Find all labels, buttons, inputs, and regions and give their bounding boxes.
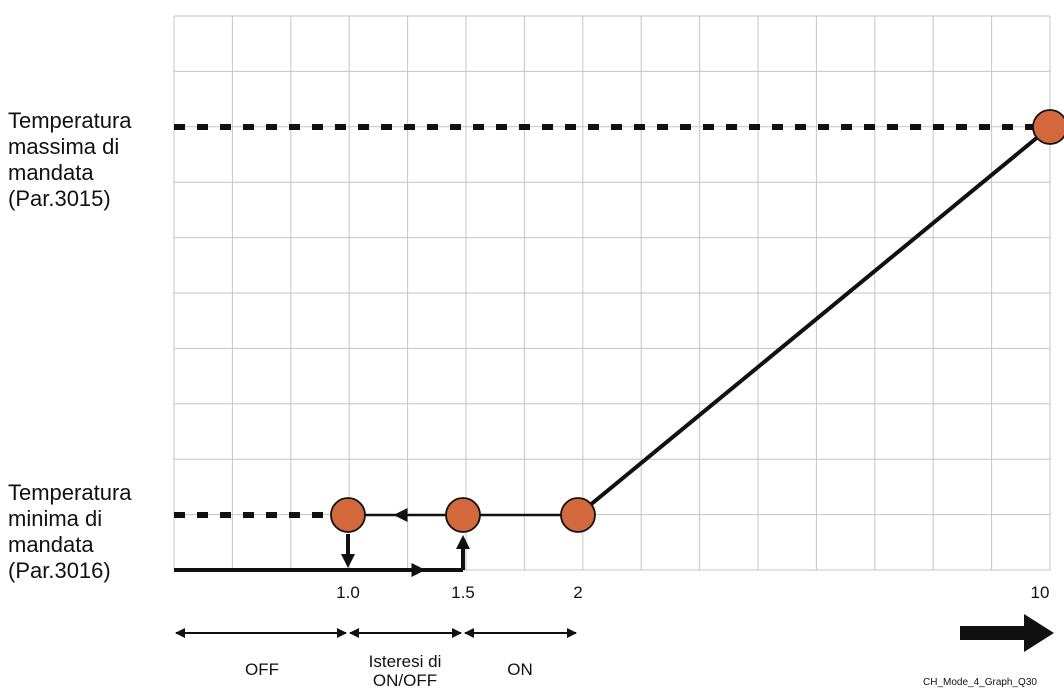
band-label-line: OFF — [245, 660, 279, 679]
hysteresis-arrow-left — [393, 508, 408, 522]
grid-lines — [173, 15, 1051, 571]
band-label: Isteresi di ON/OFF — [369, 652, 442, 690]
data-point — [445, 497, 481, 533]
x-tick-label: 2 — [573, 583, 583, 602]
y-label-line: Temperatura — [8, 108, 132, 133]
series-line-ramp — [576, 125, 1052, 517]
transition-arrow-down — [341, 554, 355, 568]
y-label-max-temperature: Temperatura massima di mandata (Par.3015) — [8, 108, 173, 212]
band-label: ON — [507, 660, 533, 679]
y-label-line: Temperatura — [8, 480, 132, 505]
band-arrows — [175, 614, 1054, 652]
x-tick-label: 1.0 — [336, 583, 360, 602]
data-points — [330, 109, 1064, 533]
y-label-line: massima di — [8, 134, 120, 159]
y-label-line: minima di — [8, 506, 103, 531]
transition-arrow-up — [456, 535, 470, 549]
series-lines — [174, 124, 1052, 577]
y-label-min-temperature: Temperatura minima di mandata (Par.3016) — [8, 480, 173, 584]
band-label-line: ON/OFF — [372, 671, 438, 690]
data-point — [330, 497, 366, 533]
y-label-line: (Par.3015) — [8, 186, 111, 211]
x-tick-label: 10 — [1030, 583, 1050, 602]
figure-caption: CH_Mode_4_Graph_Q30 — [923, 677, 1037, 688]
hysteresis-arrow-right — [411, 563, 426, 577]
band-label: OFF — [245, 660, 279, 679]
band-label-line: Isteresi di — [368, 652, 442, 671]
data-point — [1032, 109, 1064, 145]
band-label-line: ON — [507, 660, 533, 679]
y-label-line: mandata — [8, 160, 94, 185]
x-axis-direction-arrow — [960, 614, 1054, 652]
x-tick-label: 1.5 — [451, 583, 475, 602]
y-label-line: mandata — [8, 532, 94, 557]
data-point — [560, 497, 596, 533]
y-label-line: (Par.3016) — [8, 558, 111, 583]
